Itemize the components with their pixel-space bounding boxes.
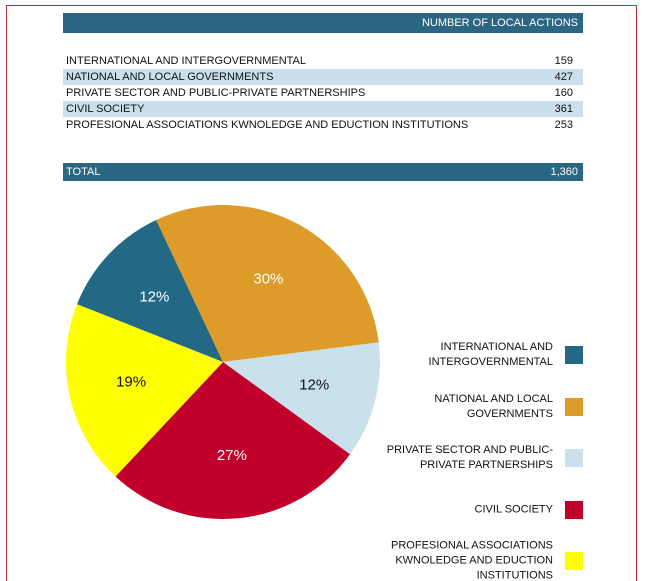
row-label: PRIVATE SECTOR AND PUBLIC-PRIVATE PARTNE… — [66, 87, 366, 99]
legend-swatch — [565, 552, 583, 570]
pie-slice — [77, 219, 224, 362]
row-label: PROFESIONAL ASSOCIATIONS KWNOLEDGE AND E… — [66, 119, 469, 131]
slice-label: 27% — [217, 447, 247, 464]
slice-label: 19% — [116, 374, 146, 391]
slice-label: 12% — [139, 288, 169, 305]
pie-slice — [115, 362, 351, 519]
legend-label: NATIONAL AND LOCAL GOVERNMENTS — [434, 392, 553, 420]
table-row: CIVIL SOCIETY 361 — [63, 101, 583, 117]
pie-slice — [65, 304, 224, 477]
slice-label: 12% — [299, 376, 329, 393]
row-value: 159 — [554, 55, 573, 67]
row-value: 253 — [554, 119, 573, 131]
legend-label: PROFESIONAL ASSOCIATIONS KWNOLEDGE AND E… — [391, 539, 553, 581]
legend-label: CIVIL SOCIETY — [474, 503, 553, 515]
row-label: INTERNATIONAL AND INTERGOVERNMENTAL — [66, 55, 306, 67]
table-header: NUMBER OF LOCAL ACTIONS — [63, 13, 583, 33]
table-row: NATIONAL AND LOCAL GOVERNMENTS 427 — [63, 69, 583, 85]
legend-swatch — [565, 346, 583, 364]
row-label: NATIONAL AND LOCAL GOVERNMENTS — [66, 71, 274, 83]
legend-label: PRIVATE SECTOR AND PUBLIC-PRIVATE PARTNE… — [386, 444, 553, 471]
row-value: 427 — [554, 71, 573, 83]
legend-swatch — [565, 449, 583, 467]
total-label: TOTAL — [66, 166, 101, 178]
pie-slice — [223, 342, 380, 455]
frame — [6, 5, 637, 581]
pie-slice — [156, 205, 379, 362]
total-row: TOTAL 1,360 — [63, 163, 583, 181]
legend-swatch — [565, 500, 583, 519]
total-value: 1,360 — [550, 166, 578, 178]
row-value: 160 — [554, 87, 573, 99]
table-row: PRIVATE SECTOR AND PUBLIC-PRIVATE PARTNE… — [63, 85, 583, 101]
legend-label: INTERNATIONAL AND INTERGOVERNMENTAL — [428, 341, 553, 368]
header-text: NUMBER OF LOCAL ACTIONS — [421, 17, 578, 29]
table-row: INTERNATIONAL AND INTERGOVERNMENTAL 159 — [63, 53, 583, 69]
slice-label: 30% — [253, 270, 283, 287]
row-value: 361 — [554, 103, 573, 115]
row-label: CIVIL SOCIETY — [66, 103, 145, 115]
table-row: PROFESIONAL ASSOCIATIONS KWNOLEDGE AND E… — [63, 117, 583, 133]
legend-swatch — [565, 397, 583, 416]
